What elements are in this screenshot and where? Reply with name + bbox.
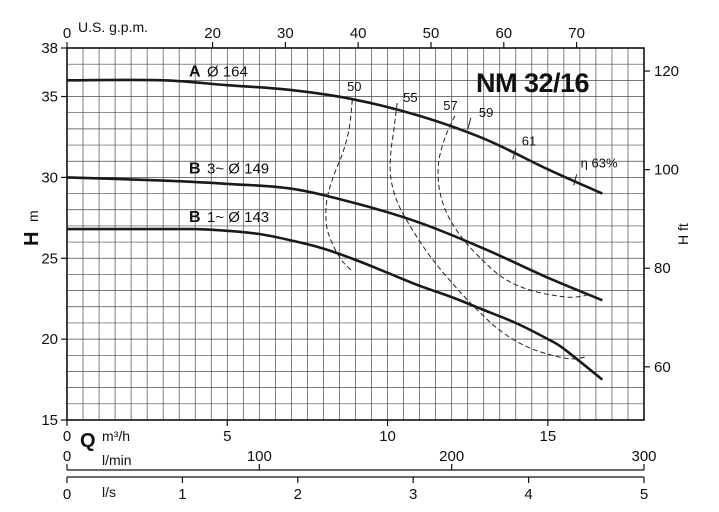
curve-key-label: B: [189, 209, 201, 226]
left-axis-label-h: H: [21, 232, 43, 246]
top-axis-tick-label: 30: [277, 25, 294, 42]
curve-key-label: B: [189, 160, 201, 177]
bottom-axis-tick-label: 0: [63, 428, 71, 445]
top-axis-tick-label: 0: [63, 25, 71, 42]
efficiency-label: η 63%: [581, 155, 618, 170]
right-axis-tick-label: 120: [654, 63, 679, 80]
plot-border: [66, 47, 645, 421]
curve-name-label: Ø 164: [207, 63, 248, 80]
head-curve-2: [66, 176, 603, 302]
x-axis-label-lmin: l/min: [102, 452, 132, 468]
efficiency-label: 55: [403, 90, 417, 105]
curve-name-label: 3~ Ø 149: [207, 160, 269, 177]
lmin-axis-tick-label: 100: [247, 448, 272, 465]
head-curve-1: [66, 78, 603, 195]
efficiency-curves: [325, 99, 587, 360]
ls-axis-tick-label: 2: [294, 486, 302, 503]
ls-axis-tick-label: 0: [63, 486, 71, 503]
head-curves: [66, 78, 604, 381]
lmin-axis-tick-label: 300: [631, 448, 656, 465]
left-axis-tick-label: 15: [41, 412, 58, 429]
top-axis-tick-label: 50: [423, 25, 440, 42]
x-axis-label-ls: l/s: [102, 484, 116, 500]
lmin-axis-tick-label: 200: [439, 448, 464, 465]
plot-frame: [66, 47, 645, 421]
bottom-axis-tick-label: 15: [539, 428, 556, 445]
efficiency-curve-50: [325, 99, 353, 272]
efficiency-label: 61: [522, 134, 536, 149]
right-axis-tick-label: 100: [654, 162, 679, 179]
left-axis-tick-label: 20: [41, 331, 58, 348]
left-axis-tick-label: 25: [41, 250, 58, 267]
efficiency-curve-57: [437, 115, 587, 298]
top-axis-tick-label: 60: [495, 25, 512, 42]
x-axis-label-m3h: m³/h: [102, 428, 130, 444]
efficiency-tick-63: [573, 174, 578, 186]
efficiency-tick-59: [467, 117, 472, 129]
top-axis-tick-label: 70: [568, 25, 585, 42]
ls-axis-tick-label: 3: [409, 486, 417, 503]
right-axis-tick-label: 60: [654, 359, 671, 376]
efficiency-label: 59: [479, 105, 493, 120]
chart-title: NM 32/16: [476, 68, 590, 98]
ls-axis-tick-label: 4: [524, 486, 532, 503]
head-curve-3: [66, 227, 604, 381]
top-axis-tick-label: 40: [350, 25, 367, 42]
left-axis-label-unit: m: [25, 210, 41, 222]
left-axis-tick-label: 38: [41, 40, 58, 57]
right-axis-label: H ft: [675, 223, 691, 245]
efficiency-label: 50: [347, 79, 361, 94]
top-axis-label: U.S. g.p.m.: [78, 19, 148, 35]
right-axis-tick-label: 80: [654, 260, 671, 277]
ls-axis-tick-label: 1: [178, 486, 186, 503]
curve-name-label: 1~ Ø 143: [207, 209, 269, 226]
bottom-axis-tick-label: 5: [223, 428, 231, 445]
top-axis-tick-label: 20: [204, 25, 221, 42]
efficiency-label: 57: [443, 98, 457, 113]
left-axis-tick-label: 35: [41, 89, 58, 106]
chart-labels: 50 55 57 59 61 η 63% A Ø 164 B 3~ Ø 149 B 1~ Ø 143: [189, 63, 618, 226]
curve-key-label: A: [189, 63, 201, 80]
efficiency-curve-55: [389, 102, 587, 360]
lmin-axis-tick-label: 0: [63, 448, 71, 465]
chart-grid: [67, 48, 644, 420]
bottom-axis-tick-label: 10: [379, 428, 396, 445]
x-axis-label-q: Q: [80, 430, 96, 452]
left-axis-tick-label: 30: [41, 169, 58, 186]
ls-axis-tick-label: 5: [640, 486, 648, 503]
